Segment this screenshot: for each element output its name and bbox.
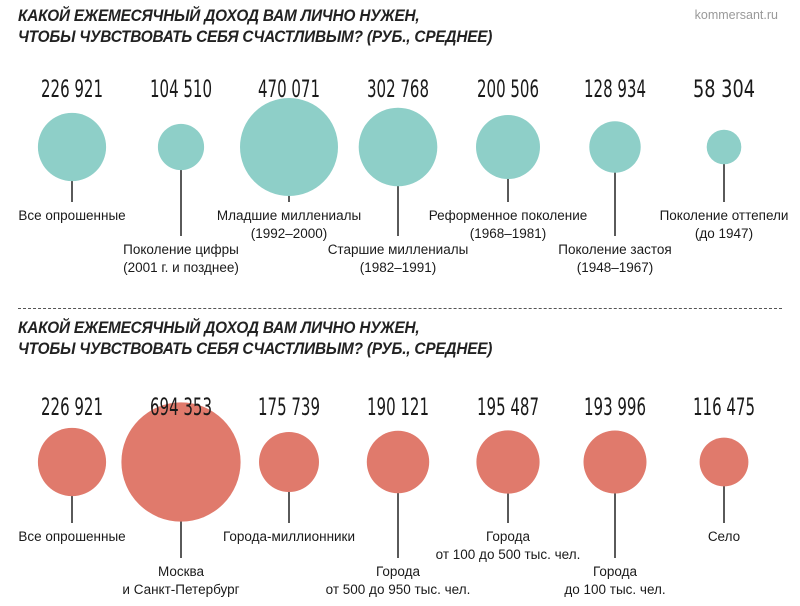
value-label: 470 071	[258, 75, 320, 103]
category-label: и Санкт-Петербург	[122, 582, 239, 597]
bubble	[476, 430, 540, 494]
bubble	[583, 430, 647, 494]
value-label: 58 304	[693, 75, 755, 103]
chart-2-title-line-2: ЧТОБЫ ЧУВСТВОВАТЬ СЕБЯ СЧАСТЛИВЫМ? (РУБ.…	[18, 340, 493, 358]
value-label: 128 934	[584, 75, 646, 103]
category-label: Города-миллионники	[223, 529, 355, 544]
section-divider	[18, 308, 782, 309]
category-label: от 500 до 950 тыс. чел.	[326, 582, 471, 597]
value-label: 694 353	[150, 393, 212, 421]
category-label: Москва	[158, 564, 205, 579]
bubble	[589, 121, 641, 173]
category-label: Все опрошенные	[18, 529, 125, 544]
bubble	[37, 427, 107, 497]
category-label: Города	[486, 529, 531, 544]
chart-1-title-line-2: ЧТОБЫ ЧУВСТВОВАТЬ СЕБЯ СЧАСТЛИВЫМ? (РУБ.…	[18, 28, 493, 46]
bubble	[240, 98, 338, 196]
category-label: Село	[708, 529, 740, 544]
category-label: Города	[376, 564, 421, 579]
bubble	[706, 129, 742, 165]
bubble	[699, 437, 749, 487]
chart-1-title: КАКОЙ ЕЖЕМЕСЯЧНЫЙ ДОХОД ВАМ ЛИЧНО НУЖЕН,…	[18, 6, 492, 48]
category-label: от 100 до 500 тыс. чел.	[436, 547, 581, 562]
bubble	[37, 112, 107, 182]
value-label: 302 768	[367, 75, 429, 103]
value-label: 193 996	[584, 393, 646, 421]
category-label: до 100 тыс. чел.	[564, 582, 665, 597]
category-label: (1992–2000)	[251, 226, 328, 241]
value-label: 226 921	[41, 75, 103, 103]
category-label: Все опрошенные	[18, 208, 125, 223]
category-label: Младшие миллениалы	[217, 208, 361, 223]
value-label: 175 739	[258, 393, 320, 421]
value-label: 190 121	[367, 393, 429, 421]
category-label: (1982–1991)	[360, 260, 437, 275]
chart-generations: 226 921 Все опрошенные 104 510 Поколение ци…	[18, 75, 789, 275]
source-label: kommersant.ru	[694, 8, 778, 22]
category-label: Реформенное поколение	[429, 208, 588, 223]
category-label: Поколение цифры	[123, 242, 239, 257]
chart-1-title-line-1: КАКОЙ ЕЖЕМЕСЯЧНЫЙ ДОХОД ВАМ ЛИЧНО НУЖЕН,	[18, 7, 420, 25]
category-label: Старшие миллениалы	[328, 242, 469, 257]
bubble	[366, 430, 430, 494]
category-label: Города	[593, 564, 638, 579]
chart-2-title-line-1: КАКОЙ ЕЖЕМЕСЯЧНЫЙ ДОХОД ВАМ ЛИЧНО НУЖЕН,	[18, 319, 420, 337]
category-label: (до 1947)	[695, 226, 753, 241]
bubble	[121, 402, 241, 522]
bubble	[358, 107, 438, 187]
category-label: (1968–1981)	[470, 226, 547, 241]
chart-2-title: КАКОЙ ЕЖЕМЕСЯЧНЫЙ ДОХОД ВАМ ЛИЧНО НУЖЕН,…	[18, 318, 492, 360]
value-label: 104 510	[150, 75, 212, 103]
value-label: 226 921	[41, 393, 103, 421]
category-label: (1948–1967)	[577, 260, 654, 275]
value-label: 200 506	[477, 75, 539, 103]
bubble	[259, 432, 319, 492]
bubble	[157, 123, 205, 171]
value-label: 116 475	[693, 393, 755, 421]
category-label: (2001 г. и позднее)	[123, 260, 239, 275]
value-label: 195 487	[477, 393, 539, 421]
chart-settlements: 226 921 Все опрошенные 694 353 Москва и Санк…	[18, 393, 755, 597]
bubble	[476, 115, 540, 179]
category-label: Поколение оттепели	[660, 208, 789, 223]
category-label: Поколение застоя	[558, 242, 671, 257]
